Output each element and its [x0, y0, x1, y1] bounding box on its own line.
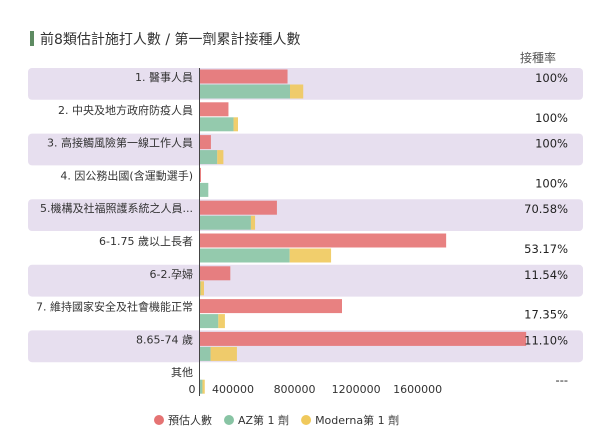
- bar-az-dose1: [200, 150, 218, 165]
- rate-label: 70.58%: [524, 202, 568, 216]
- bar-az-dose1: [200, 314, 219, 329]
- category-label: 3. 高接觸風險第一線工作人員: [47, 136, 193, 150]
- bar-estimated: [200, 299, 342, 314]
- bar-moderna-dose1: [289, 248, 332, 263]
- bar-estimated: [200, 266, 231, 281]
- x-tick-label: 1200000: [332, 383, 381, 396]
- category-label: 6-1.75 歲以上長者: [99, 234, 193, 248]
- bar-moderna-dose1: [210, 346, 237, 361]
- category-label: 2. 中央及地方政府防疫人員: [58, 103, 193, 117]
- legend-marker: [301, 415, 312, 425]
- bar-estimated: [200, 69, 288, 84]
- bar-moderna-dose1: [233, 117, 238, 132]
- legend-label[interactable]: AZ第 1 劑: [238, 413, 289, 427]
- rate-label: 100%: [535, 111, 568, 125]
- category-label: 1. 醫事人員: [135, 71, 193, 84]
- row-band: [28, 264, 583, 297]
- rate-label: 100%: [535, 176, 568, 190]
- rate-header: 接種率: [520, 50, 556, 65]
- category-label: 8.65-74 歲: [136, 332, 193, 346]
- bar-az-dose1: [200, 182, 209, 197]
- row-band: [28, 199, 583, 231]
- bar-moderna-dose1: [250, 215, 256, 230]
- bar-az-dose1: [200, 117, 234, 132]
- rate-label: 11.54%: [524, 268, 568, 282]
- bar-moderna-dose1: [290, 84, 304, 99]
- bar-az-dose1: [200, 346, 211, 361]
- x-tick-label: 0: [189, 383, 196, 396]
- rate-label: 11.10%: [524, 333, 568, 347]
- rate-label: ---: [556, 373, 568, 387]
- row-band: [28, 133, 583, 166]
- legend-label[interactable]: 預估人數: [168, 414, 212, 427]
- bar-estimated: [200, 233, 447, 248]
- bar-moderna-dose1: [200, 281, 204, 296]
- rate-label: 100%: [535, 137, 568, 151]
- bar-moderna-dose1: [217, 150, 224, 165]
- bar-estimated: [200, 135, 211, 150]
- bar-moderna-dose1: [202, 379, 205, 394]
- bar-az-dose1: [200, 248, 290, 263]
- x-tick-label: 800000: [274, 383, 316, 396]
- bar-moderna-dose1: [218, 314, 225, 329]
- row-band: [28, 68, 583, 100]
- bar-az-dose1: [200, 84, 290, 99]
- bar-az-dose1: [200, 215, 251, 230]
- rate-label: 100%: [535, 71, 568, 85]
- title-marker: [30, 31, 34, 46]
- x-tick-label: 1600000: [393, 383, 442, 396]
- rate-label: 53.17%: [524, 242, 568, 256]
- chart-title: 前8類估計施打人數 / 第一劑累計接種人數: [40, 31, 301, 48]
- category-label: 4. 因公務出國(含運動選手): [60, 168, 193, 182]
- bar-estimated: [200, 200, 277, 215]
- x-tick-label: 400000: [212, 383, 254, 396]
- legend-marker: [154, 415, 164, 425]
- bar-estimated: [200, 102, 229, 117]
- category-label: 6-2.孕婦: [150, 267, 193, 281]
- category-label: 其他: [171, 366, 193, 379]
- bar-estimated: [200, 331, 527, 346]
- category-label: 5.機構及社福照護系統之人員...: [40, 201, 193, 215]
- rate-label: 17.35%: [524, 308, 568, 322]
- category-label: 7. 維持國家安全及社會機能正常: [36, 300, 193, 314]
- bar-estimated: [200, 167, 201, 182]
- legend-label[interactable]: Moderna第 1 劑: [315, 413, 399, 427]
- bar-az-dose1: [200, 379, 203, 394]
- legend-marker: [224, 415, 234, 425]
